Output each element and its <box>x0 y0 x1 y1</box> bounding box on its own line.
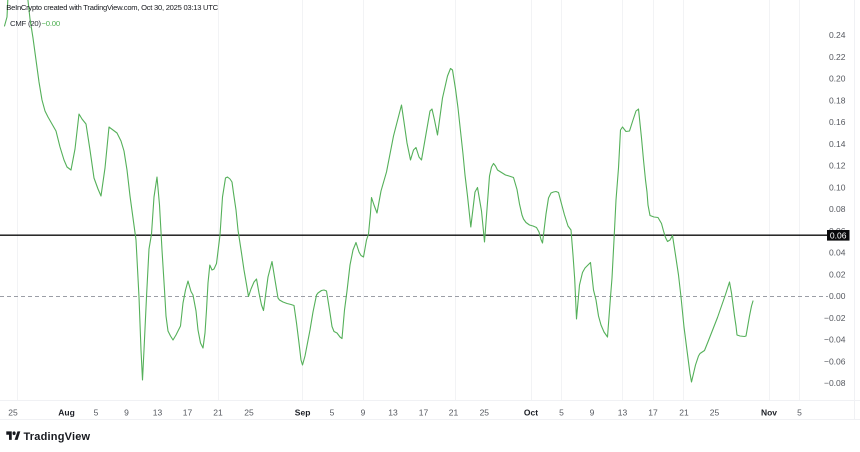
svg-text:9: 9 <box>124 408 129 418</box>
svg-text:Nov: Nov <box>761 408 777 418</box>
svg-text:5: 5 <box>559 408 564 418</box>
svg-text:0.14: 0.14 <box>829 139 846 149</box>
svg-text:0.02: 0.02 <box>829 269 846 279</box>
svg-text:0.16: 0.16 <box>829 117 846 127</box>
svg-text:0.24: 0.24 <box>829 30 846 40</box>
svg-text:Aug: Aug <box>58 408 75 418</box>
svg-text:5: 5 <box>330 408 335 418</box>
svg-text:25: 25 <box>8 408 18 418</box>
svg-text:5: 5 <box>94 408 99 418</box>
svg-text:21: 21 <box>679 408 689 418</box>
svg-text:−0.04: −0.04 <box>824 335 846 345</box>
svg-text:13: 13 <box>618 408 628 418</box>
svg-text:21: 21 <box>449 408 459 418</box>
svg-text:25: 25 <box>710 408 720 418</box>
svg-text:Oct: Oct <box>524 408 538 418</box>
svg-text:0.22: 0.22 <box>829 52 846 62</box>
svg-text:0.08: 0.08 <box>829 204 846 214</box>
svg-text:13: 13 <box>388 408 398 418</box>
svg-text:0.06: 0.06 <box>830 230 847 240</box>
svg-text:CMF (20): CMF (20) <box>10 19 41 28</box>
svg-text:25: 25 <box>480 408 490 418</box>
svg-text:−0.06: −0.06 <box>824 356 846 366</box>
svg-text:17: 17 <box>419 408 429 418</box>
svg-text:0.00: 0.00 <box>829 291 846 301</box>
svg-text:BeInCrypto created with Tradin: BeInCrypto created with TradingView.com,… <box>6 3 218 12</box>
svg-text:Sep: Sep <box>295 408 311 418</box>
svg-text:TradingView: TradingView <box>24 431 91 443</box>
svg-text:5: 5 <box>797 408 802 418</box>
svg-text:−0.00: −0.00 <box>42 19 60 28</box>
svg-text:0.20: 0.20 <box>829 74 846 84</box>
svg-text:0.12: 0.12 <box>829 161 846 171</box>
svg-text:17: 17 <box>183 408 193 418</box>
svg-text:−0.08: −0.08 <box>824 378 846 388</box>
svg-text:0.04: 0.04 <box>829 248 846 258</box>
svg-text:21: 21 <box>213 408 223 418</box>
svg-text:13: 13 <box>153 408 163 418</box>
svg-text:25: 25 <box>244 408 254 418</box>
svg-text:9: 9 <box>361 408 366 418</box>
svg-text:−0.02: −0.02 <box>824 313 846 323</box>
svg-text:0.10: 0.10 <box>829 182 846 192</box>
svg-text:0.18: 0.18 <box>829 95 846 105</box>
svg-text:9: 9 <box>590 408 595 418</box>
svg-text:17: 17 <box>648 408 658 418</box>
